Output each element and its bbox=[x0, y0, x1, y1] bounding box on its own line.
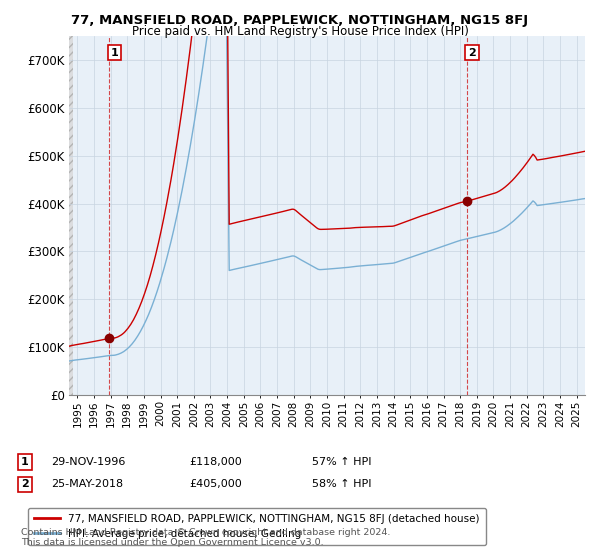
Text: 77, MANSFIELD ROAD, PAPPLEWICK, NOTTINGHAM, NG15 8FJ: 77, MANSFIELD ROAD, PAPPLEWICK, NOTTINGH… bbox=[71, 14, 529, 27]
Text: 29-NOV-1996: 29-NOV-1996 bbox=[51, 457, 125, 467]
Text: 58% ↑ HPI: 58% ↑ HPI bbox=[312, 479, 371, 489]
Legend: 77, MANSFIELD ROAD, PAPPLEWICK, NOTTINGHAM, NG15 8FJ (detached house), HPI: Aver: 77, MANSFIELD ROAD, PAPPLEWICK, NOTTINGH… bbox=[28, 507, 486, 545]
Bar bbox=[69, 36, 73, 395]
Text: 25-MAY-2018: 25-MAY-2018 bbox=[51, 479, 123, 489]
Bar bbox=[69, 36, 73, 395]
Text: 57% ↑ HPI: 57% ↑ HPI bbox=[312, 457, 371, 467]
Text: 1: 1 bbox=[110, 48, 118, 58]
Text: Price paid vs. HM Land Registry's House Price Index (HPI): Price paid vs. HM Land Registry's House … bbox=[131, 25, 469, 38]
Text: Contains HM Land Registry data © Crown copyright and database right 2024.
This d: Contains HM Land Registry data © Crown c… bbox=[21, 528, 391, 547]
Text: £405,000: £405,000 bbox=[189, 479, 242, 489]
Text: 2: 2 bbox=[468, 48, 476, 58]
Text: £118,000: £118,000 bbox=[189, 457, 242, 467]
Text: 2: 2 bbox=[21, 479, 29, 489]
Text: 1: 1 bbox=[21, 457, 29, 467]
